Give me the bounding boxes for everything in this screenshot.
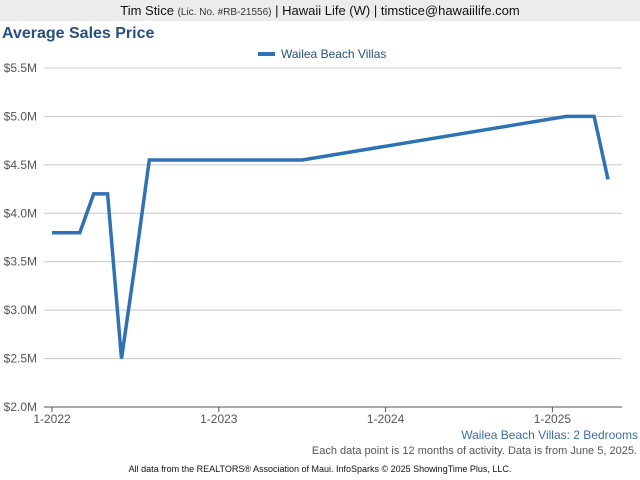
series-line[interactable] bbox=[52, 114, 610, 359]
legend-swatch bbox=[258, 52, 275, 56]
legend[interactable]: Wailea Beach Villas bbox=[258, 46, 386, 62]
x-tick-label: 1-2023 bbox=[200, 412, 238, 426]
agent-name: Tim Stice bbox=[120, 3, 174, 18]
header-bar: Tim Stice (Lic. No. #RB-21556) | Hawaii … bbox=[0, 0, 640, 21]
series-lines bbox=[52, 114, 610, 359]
y-tick-label: $3.0M bbox=[4, 303, 37, 317]
x-tick-label: 1-2025 bbox=[534, 412, 572, 426]
y-tick-label: $2.0M bbox=[4, 400, 37, 414]
x-tick-label: 1-2022 bbox=[33, 412, 71, 426]
data-note: Each data point is 12 months of activity… bbox=[311, 445, 637, 457]
chart-subtitle: Wailea Beach Villas: 2 Bedrooms bbox=[461, 428, 638, 442]
footer-credit: All data from the REALTORS® Association … bbox=[128, 464, 512, 474]
legend-label: Wailea Beach Villas bbox=[281, 47, 387, 61]
grid-lines bbox=[44, 67, 622, 408]
y-axis-ticks: $2.0M $2.5M $3.0M $3.5M $4.0M $4.5M $5.0M $5.5M bbox=[4, 61, 37, 414]
y-tick-label: $4.0M bbox=[4, 206, 37, 220]
chart-title: Average Sales Price bbox=[2, 25, 155, 42]
y-tick-label: $3.5M bbox=[4, 255, 37, 269]
y-tick-label: $4.5M bbox=[4, 158, 37, 172]
agent-contact: | Hawaii Life (W) | timstice@hawaiilife.… bbox=[275, 3, 520, 18]
license-number: (Lic. No. #RB-21556) bbox=[177, 7, 272, 18]
x-tick-label: 1-2024 bbox=[367, 412, 405, 426]
y-tick-label: $5.5M bbox=[4, 61, 37, 75]
x-axis-ticks: 1-2022 1-2023 1-2024 1-2025 bbox=[33, 407, 571, 426]
y-tick-label: $5.0M bbox=[4, 109, 37, 123]
y-tick-label: $2.5M bbox=[4, 352, 37, 366]
